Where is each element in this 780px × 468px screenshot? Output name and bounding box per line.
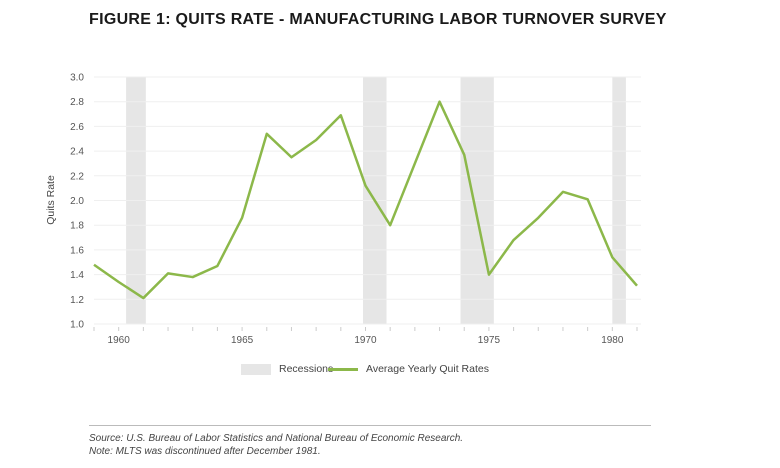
y-tick-label: 3.0 (70, 73, 84, 84)
legend-item-quit-rates: Average Yearly Quit Rates (328, 363, 489, 375)
source-note: Source: U.S. Bureau of Labor Statistics … (89, 433, 464, 444)
y-tick-label: 2.4 (70, 147, 84, 158)
y-tick-label: 2.8 (70, 97, 84, 108)
y-axis-label: Quits Rate (45, 175, 57, 225)
chart-plot: 1.0 1.2 1.4 1.6 1.8 2.0 2.2 2.4 2.6 2.8 3.0 1960 196… (45, 73, 641, 346)
y-tick-label: 1.2 (70, 295, 84, 306)
divider (89, 425, 651, 426)
x-tick-label: 1965 (231, 335, 254, 346)
discontinued-note: Note: MLTS was discontinued after Decemb… (89, 446, 321, 457)
y-tick-label: 1.4 (70, 270, 84, 281)
line-swatch (328, 367, 358, 371)
footnotes: Source: U.S. Bureau of Labor Statistics … (89, 432, 463, 458)
y-tick-label: 1.0 (70, 320, 84, 331)
x-tick-label: 1980 (601, 335, 624, 346)
chart-title: FIGURE 1: QUITS RATE - MANUFACTURING LAB… (89, 11, 667, 28)
y-tick-label: 2.6 (70, 122, 84, 133)
legend-item-recessions: Recessions (241, 363, 333, 375)
y-tick-label: 1.6 (70, 245, 84, 256)
recession-swatch (241, 363, 271, 375)
x-tick-label: 1975 (478, 335, 501, 346)
y-tick-label: 2.0 (70, 196, 84, 207)
legend-label: Average Yearly Quit Rates (366, 363, 489, 375)
x-tick-label: 1960 (108, 335, 131, 346)
y-tick-label: 2.2 (70, 171, 84, 182)
legend-label: Recessions (279, 363, 334, 375)
y-tick-label: 1.8 (70, 221, 84, 232)
x-tick-label: 1970 (354, 335, 377, 346)
